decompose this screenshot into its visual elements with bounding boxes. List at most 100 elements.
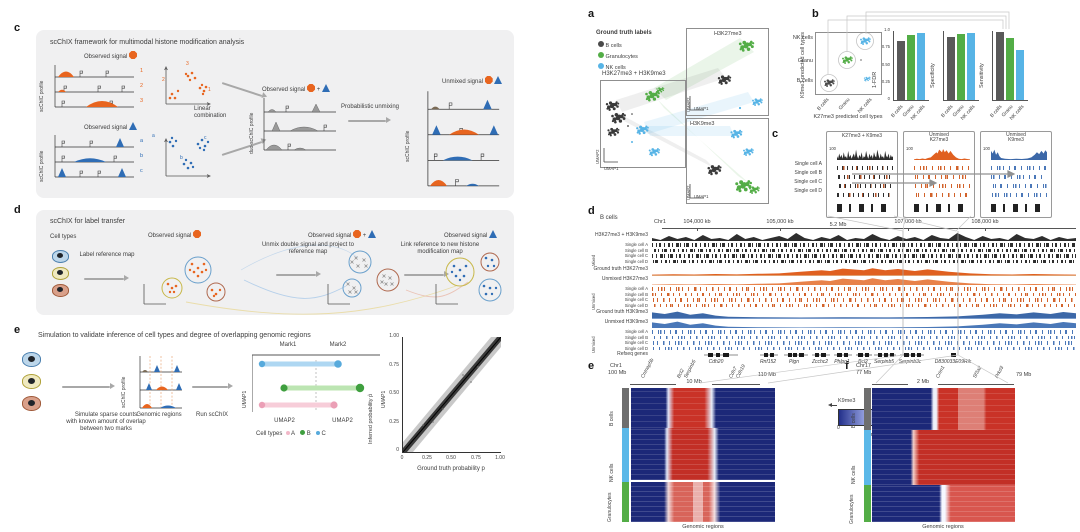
f-strip-nk [864, 430, 871, 485]
e-strip-granu [622, 482, 629, 522]
scatter-ytick-2: 0.50 [389, 390, 399, 396]
chr17-label: Chr17 [856, 363, 871, 369]
track-row-3: 3 [140, 98, 144, 104]
arrow-label-reference [84, 274, 129, 283]
mixed-cell-a-track [837, 166, 893, 170]
gene-serpinb5-heatmap: Serpinb5 [682, 358, 698, 380]
gene-prkd3: Prkd3 [993, 365, 1006, 380]
sens-bar-nk [1016, 50, 1024, 100]
gt-k9-label: Ground truth H3K9me3 [596, 309, 648, 315]
k9-sc-a: Single cell A [625, 329, 648, 334]
celltype-a-dot [285, 431, 290, 435]
scchic-profile-label-right: scChIC profile [405, 130, 411, 162]
gene-serpinb3c: Serpinb3c [898, 359, 922, 365]
heatmap-f-granu [872, 485, 1015, 522]
observed-signal-d3: Observed signal [444, 230, 498, 240]
unmixed-k27-title-1: Unmixed [929, 132, 949, 138]
f-group-nk: NK cells [851, 465, 857, 484]
heatmap-f-nk [872, 430, 1015, 485]
f-strip-granu [864, 485, 871, 522]
arrow-simulate [62, 382, 115, 391]
spec-ylabel: Specificity [930, 63, 936, 88]
umap1-axis-main: UMAP1 [604, 166, 619, 171]
arrow-left-icon [828, 403, 832, 407]
mixed-cell-b-track [837, 175, 893, 179]
scatter-orange-label-3: 3 [186, 61, 189, 67]
fdr-ytick-1: 1.0 [884, 27, 890, 32]
panel-letter-d-right: d [588, 205, 595, 217]
scatter-orange [164, 66, 211, 106]
umap1-axis-k27: UMAP1 [694, 106, 709, 111]
gene-sf3a2: Sf3a2 [971, 365, 984, 380]
panel-letter-f: f [845, 360, 849, 372]
umap-k27-title: H3K27me3 [714, 31, 742, 37]
scatter-xtick-4: 1.00 [495, 455, 505, 461]
panel-e-title: Simulation to validate inference of cell… [38, 332, 311, 339]
scatter-orange-label-1: 1 [208, 87, 211, 93]
k9-sc-d-track [652, 346, 1076, 351]
panel-c-title: scChIX framework for multimodal histone … [50, 39, 245, 46]
umap-k9-box [686, 118, 769, 204]
scchic-tracks-blue [54, 135, 134, 178]
k9-sc-c: Single cell C [624, 340, 648, 345]
new-map-clusters [435, 252, 502, 305]
tick-108000: 108,000 kb [971, 219, 999, 225]
track-row-a: a [140, 138, 144, 144]
probabilistic-unmixing-label: Probabilistic unmixing [340, 104, 400, 110]
k9-gene-models [991, 204, 1047, 212]
fdr-bar-nk [917, 33, 925, 100]
celltype-b-dot [300, 430, 306, 435]
heatmap-chr17 [872, 388, 1015, 522]
panel-letter-c-right: c [772, 128, 779, 140]
tick-107000: 107,000 kb [894, 219, 922, 225]
k9-cell-a-track [991, 166, 1047, 170]
umap2-left-label: UMAP2 [274, 418, 295, 424]
heatmap-e-separator [631, 480, 775, 482]
mixed-track-label: H3K27me3 + H3K9me3 [595, 232, 648, 238]
unmixed-k9-box: Unmixed K9me3 100 [980, 131, 1052, 218]
k9-cell-b-track [991, 175, 1047, 179]
panel-letter-e-right: e [588, 360, 595, 372]
granulocytes-dot [598, 52, 604, 58]
100mb-label: 100 Mb [608, 370, 627, 376]
yellow-cell-icon [52, 267, 69, 280]
panel-letter-e-left: e [14, 324, 21, 336]
scatter-ytick-3: 0.25 [389, 419, 399, 425]
k27-sc-c-track [652, 298, 1076, 302]
scatter-ytick-4: 0 [396, 447, 399, 453]
track-row-1: 1 [140, 68, 144, 74]
panel-d-title: scChIX for label transfer [50, 218, 126, 225]
k27-cell-a-track [914, 166, 970, 170]
fdr-ytick-5: 0 [887, 96, 890, 101]
fdr-bar-granu [907, 35, 915, 100]
dotplot-row-nk: NK cells [792, 35, 813, 41]
panel-d-left-box: scChIX for label transfer Cell types Lab… [36, 210, 514, 315]
k9-sc-b: Single cell B [624, 334, 648, 340]
legend-nk-cells: NK cells [598, 63, 626, 71]
e-group-nk: NK cells [609, 463, 615, 482]
k9-hist-ytick: 100 [983, 146, 990, 151]
mixed-cell-c-track [837, 184, 893, 188]
umap2-axis-k9: UMAP2 [686, 185, 691, 200]
single-cell-d-label: Single cell D [794, 188, 822, 194]
79mb-label: 79 Mb [1016, 372, 1032, 378]
scatter-blue-label-c: c [204, 135, 207, 141]
genomic-regions-label-sim: Genomic regions [136, 412, 182, 418]
panel-letter-c-left: c [14, 22, 21, 34]
k27-cell-c-track [914, 184, 970, 188]
unmixed-signal-label: Unmixed signal [442, 76, 503, 86]
mark2-label: Mark2 [329, 342, 347, 348]
colorbar-min: 0 [837, 425, 840, 431]
heatmap-f-bcells [872, 388, 1015, 430]
e-group-bcells: B cells [609, 411, 615, 426]
k27-sc-d-track [652, 303, 1076, 308]
f-strip-bcells [864, 388, 871, 430]
f-genomic-regions: Genomic regions [922, 524, 964, 530]
bar-chart-fdr [893, 31, 929, 101]
umap-k27-box [686, 28, 769, 116]
k27-cell-d-track [914, 193, 970, 197]
e-group-granu: Granulocytes [607, 492, 613, 522]
arrow-run-scchix [192, 382, 233, 391]
mixed-sc-b: Single cell B [624, 247, 648, 253]
validation-scatter-plot [402, 337, 501, 453]
